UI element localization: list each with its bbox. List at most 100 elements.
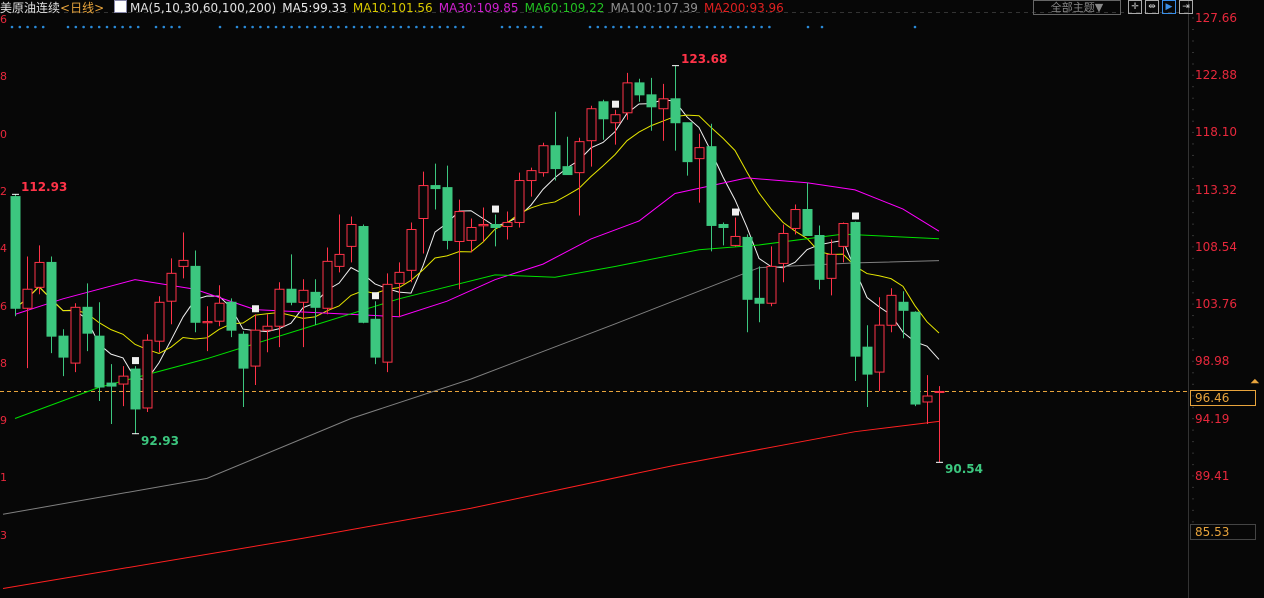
signal-dot — [604, 25, 607, 29]
signal-dot — [596, 25, 600, 29]
candle — [466, 218, 477, 253]
signal-dot — [658, 25, 662, 29]
candle-body-down — [310, 291, 321, 308]
period-label[interactable]: <日线> — [60, 1, 105, 15]
candle-body-down — [646, 94, 657, 108]
signal-dot — [744, 25, 748, 29]
signal-dot — [643, 25, 646, 29]
extreme-price-label: 123.68 — [681, 51, 728, 66]
candle-body-up — [790, 209, 801, 229]
signal-dot — [344, 25, 348, 29]
signal-dot — [461, 25, 465, 29]
signal-dot — [666, 25, 670, 29]
signal-dot — [407, 25, 410, 29]
candle-body-down — [910, 311, 921, 405]
ma-value-0: MA5:99.33 — [282, 1, 347, 15]
candle — [910, 311, 921, 407]
signal-dot — [329, 25, 332, 29]
candle — [550, 111, 561, 181]
signal-dot — [399, 25, 403, 29]
y-tick-label: 127.66 — [1195, 11, 1237, 25]
candle — [334, 214, 345, 273]
candle-body-down — [238, 333, 249, 369]
event-marker — [732, 208, 739, 216]
signal-dot — [274, 25, 278, 29]
candle — [46, 256, 57, 354]
signal-dot — [422, 25, 426, 29]
extreme-price-label: 92.93 — [141, 433, 179, 448]
candle-body-down — [706, 146, 717, 226]
signal-dot — [290, 25, 293, 29]
candle — [418, 171, 429, 254]
candle — [826, 239, 837, 296]
signal-dot — [500, 25, 504, 29]
candle-body-down — [82, 306, 93, 334]
candle-body-up — [838, 223, 849, 247]
candle-body-up — [166, 272, 177, 302]
candle-body-up — [478, 223, 489, 227]
left-axis-label: 8 — [0, 356, 7, 370]
candle — [886, 288, 897, 333]
signal-dot — [736, 25, 740, 29]
ma-value-3: MA60:109.22 — [524, 1, 605, 15]
crosshair-icon[interactable]: ✛ — [1128, 0, 1142, 14]
current-price-box: 96.46 — [1190, 390, 1256, 406]
candle-body-up — [334, 253, 345, 267]
signal-dot — [82, 25, 85, 29]
candle — [202, 306, 213, 352]
candle — [862, 325, 873, 408]
ma-indicator-icon[interactable] — [113, 0, 127, 13]
ma-value-4: MA100:107.39 — [610, 1, 698, 15]
play-icon[interactable]: ▶ — [1162, 0, 1176, 14]
chart-header: 美原油连续<日线> MA(5,10,30,60,100,200) MA5:99.3… — [0, 0, 796, 15]
signal-dot — [612, 25, 615, 29]
candle-body-up — [538, 145, 549, 174]
theme-dropdown[interactable]: 全部主题▼ — [1033, 0, 1121, 15]
candle-body-down — [562, 166, 573, 176]
left-axis-label: 1 — [0, 471, 7, 485]
candle-body-down — [490, 223, 501, 228]
candle — [814, 225, 825, 290]
signal-dot — [690, 25, 693, 29]
candle — [802, 182, 813, 236]
candle — [838, 222, 849, 263]
candle — [34, 245, 45, 295]
candle-body-down — [442, 187, 453, 241]
candle — [58, 329, 69, 377]
left-axis-label: 9 — [0, 414, 7, 428]
signal-dot — [66, 25, 70, 29]
candle — [346, 216, 357, 263]
candle-body-up — [466, 226, 477, 241]
y-tick-label: 98.98 — [1195, 354, 1230, 369]
signal-dot — [627, 25, 631, 29]
candle-body-up — [142, 339, 153, 409]
candle — [694, 133, 705, 203]
signal-dot — [674, 25, 678, 29]
range-icon[interactable]: ⇹ — [1145, 0, 1159, 14]
candle — [190, 250, 201, 333]
y-tick-label: 103.76 — [1195, 297, 1237, 312]
signal-dot — [266, 25, 270, 29]
signal-dot — [121, 25, 124, 29]
candle-body-down — [226, 301, 237, 331]
candle-body-down — [598, 101, 609, 120]
candle-body-down — [670, 98, 681, 124]
signal-dot — [508, 25, 512, 29]
signal-dot — [531, 25, 535, 29]
instrument-title[interactable]: 美原油连续 — [0, 1, 61, 15]
candle-body-up — [778, 232, 789, 264]
candle — [214, 285, 225, 327]
candle — [598, 99, 609, 140]
candle-body-up — [418, 185, 429, 219]
candle — [586, 105, 597, 167]
candle — [922, 375, 933, 425]
event-marker — [132, 357, 139, 365]
signal-dot — [376, 25, 379, 29]
signal-dot — [721, 25, 724, 29]
ma-value-1: MA10:101.56 — [352, 1, 433, 15]
extend-right-icon[interactable]: ⇥ — [1179, 0, 1193, 14]
signal-dot — [97, 25, 101, 29]
candle-body-up — [826, 253, 837, 279]
extreme-price-label: 90.54 — [945, 462, 983, 477]
